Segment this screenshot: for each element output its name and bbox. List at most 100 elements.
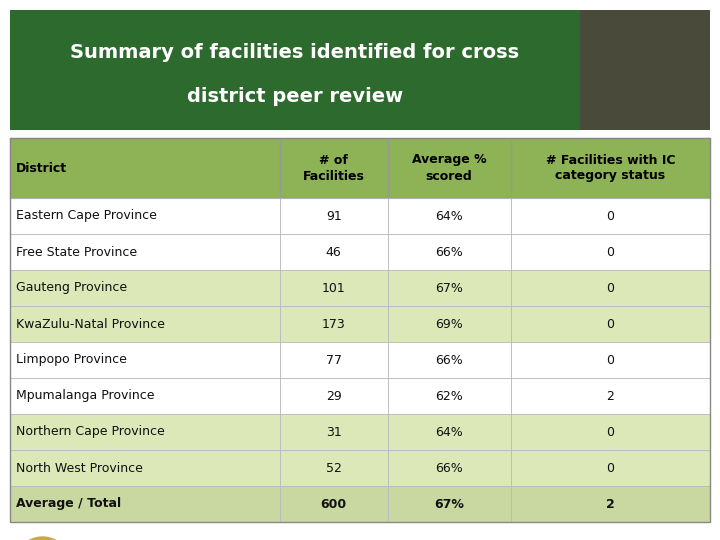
Bar (510, 378, 710, 414)
Text: 173: 173 (322, 318, 346, 330)
Bar (10, 342, 279, 378)
Text: Free State Province: Free State Province (16, 246, 137, 259)
Bar (10, 138, 710, 522)
Bar (10, 234, 279, 270)
Bar (510, 138, 710, 198)
Bar (388, 486, 510, 522)
Text: 66%: 66% (436, 246, 463, 259)
Bar (510, 486, 710, 522)
Text: Mpumalanga Province: Mpumalanga Province (16, 389, 155, 402)
Text: 0: 0 (606, 210, 614, 222)
Bar (279, 198, 388, 234)
Bar (388, 306, 510, 342)
Text: 69%: 69% (436, 318, 463, 330)
Bar (388, 450, 510, 486)
Bar (510, 234, 710, 270)
Bar (279, 198, 388, 234)
Bar (279, 234, 388, 270)
Bar (279, 342, 388, 378)
Bar (10, 138, 279, 198)
Bar (279, 306, 388, 342)
Text: 64%: 64% (436, 210, 463, 222)
Bar (10, 138, 279, 198)
Text: Average %
scored: Average % scored (412, 153, 487, 183)
Text: 62%: 62% (436, 389, 463, 402)
Bar (10, 414, 279, 450)
Bar (10, 234, 279, 270)
Bar (10, 378, 279, 414)
Bar (510, 306, 710, 342)
Text: # Facilities with IC
category status: # Facilities with IC category status (546, 153, 675, 183)
Text: 52: 52 (326, 462, 342, 475)
Text: 0: 0 (606, 281, 614, 294)
Bar (388, 270, 510, 306)
Text: Northern Cape Province: Northern Cape Province (16, 426, 165, 438)
Bar (388, 234, 510, 270)
Bar (279, 138, 388, 198)
Bar (279, 342, 388, 378)
Text: 66%: 66% (436, 354, 463, 367)
Text: # of
Facilities: # of Facilities (303, 153, 365, 183)
Bar (10, 486, 279, 522)
Bar (279, 378, 388, 414)
Bar (510, 450, 710, 486)
Bar (10, 378, 279, 414)
Bar (510, 138, 710, 198)
Text: 0: 0 (606, 426, 614, 438)
Text: Limpopo Province: Limpopo Province (16, 354, 127, 367)
Bar (510, 306, 710, 342)
Bar (10, 198, 279, 234)
Text: Average / Total: Average / Total (16, 497, 121, 510)
Bar (388, 306, 510, 342)
Text: 2: 2 (606, 389, 614, 402)
Bar (279, 414, 388, 450)
Bar (388, 198, 510, 234)
Bar (388, 270, 510, 306)
Bar (279, 270, 388, 306)
Bar (10, 450, 279, 486)
Circle shape (15, 537, 70, 540)
Bar (388, 486, 510, 522)
Bar (10, 486, 279, 522)
Bar (10, 270, 279, 306)
Bar (279, 486, 388, 522)
Text: 0: 0 (606, 246, 614, 259)
Text: 101: 101 (322, 281, 346, 294)
Bar (510, 342, 710, 378)
Bar (510, 270, 710, 306)
Bar (510, 270, 710, 306)
Bar (388, 378, 510, 414)
Bar (388, 234, 510, 270)
Text: 91: 91 (326, 210, 341, 222)
Bar (279, 234, 388, 270)
Bar (279, 270, 388, 306)
Bar (279, 486, 388, 522)
Bar (279, 306, 388, 342)
Bar (10, 270, 279, 306)
Text: 29: 29 (326, 389, 341, 402)
Text: 0: 0 (606, 354, 614, 367)
Bar (10, 306, 279, 342)
Bar (510, 450, 710, 486)
Text: district peer review: district peer review (187, 87, 403, 106)
Bar (10, 342, 279, 378)
Bar (10, 414, 279, 450)
Text: 46: 46 (326, 246, 341, 259)
Text: 31: 31 (326, 426, 341, 438)
Text: Gauteng Province: Gauteng Province (16, 281, 127, 294)
Bar (510, 378, 710, 414)
Text: 600: 600 (320, 497, 347, 510)
Bar (510, 198, 710, 234)
Bar (510, 234, 710, 270)
Bar (10, 450, 279, 486)
Bar (388, 414, 510, 450)
Bar (279, 414, 388, 450)
Bar (279, 378, 388, 414)
Bar (388, 414, 510, 450)
Text: 0: 0 (606, 318, 614, 330)
Bar (10, 198, 279, 234)
Text: Eastern Cape Province: Eastern Cape Province (16, 210, 157, 222)
Bar (388, 138, 510, 198)
Text: 67%: 67% (434, 497, 464, 510)
Text: District: District (16, 161, 67, 174)
